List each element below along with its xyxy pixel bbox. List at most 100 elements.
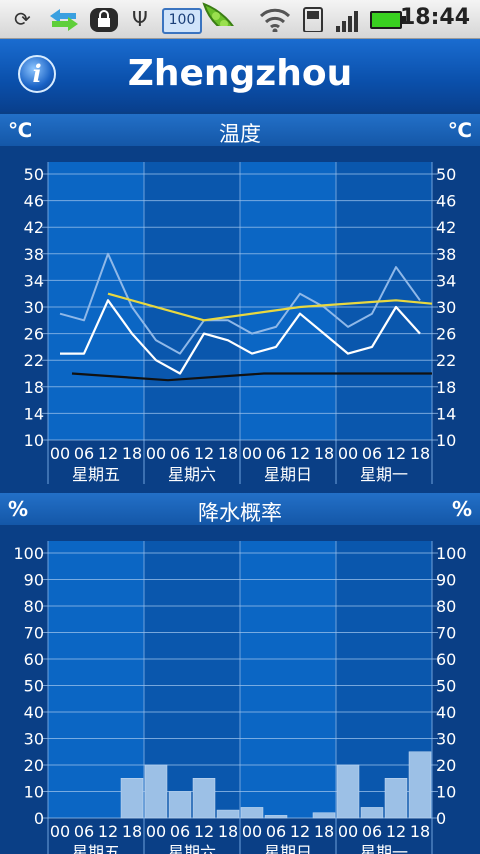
y-tick-label-right: 38 [436, 245, 456, 264]
lock-icon [90, 8, 118, 32]
y-tick-label-right: 0 [436, 809, 446, 828]
precip-title: 降水概率 [198, 501, 282, 525]
hour-tick-label: 06 [170, 822, 190, 841]
day-label: 星期一 [360, 843, 408, 854]
y-tick-label-right: 26 [436, 325, 456, 344]
usb-icon: Ψ [132, 7, 148, 31]
y-tick-label-right: 10 [436, 783, 456, 802]
y-tick-label-left: 90 [24, 571, 44, 590]
y-tick-label-right: 70 [436, 624, 456, 643]
phone-icon [303, 7, 323, 32]
info-icon[interactable]: i [18, 55, 56, 93]
hour-tick-label: 06 [266, 822, 286, 841]
precip-bar [384, 778, 408, 819]
temperature-unit-left: ℃ [8, 118, 33, 142]
hour-tick-label: 12 [194, 444, 214, 463]
day-label: 星期五 [72, 465, 120, 484]
y-tick-label-left: 22 [24, 351, 44, 370]
hour-tick-label: 12 [386, 822, 406, 841]
y-tick-label-right: 20 [436, 756, 456, 775]
day-column [240, 162, 336, 440]
temperature-unit-right: ℃ [447, 118, 472, 142]
hour-tick-label: 00 [146, 444, 166, 463]
temperature-chart: 10 10 14 14 18 18 22 22 26 26 30 30 34 34 38 38 42 42 46 46… [24, 162, 456, 484]
precip-bar [408, 751, 432, 819]
hour-tick-label: 00 [242, 822, 262, 841]
hour-tick-label: 18 [218, 822, 238, 841]
y-tick-label-left: 40 [24, 703, 44, 722]
precip-unit-right: % [451, 497, 472, 521]
day-label: 星期日 [264, 465, 312, 484]
temperature-line-yellow [107, 292, 433, 322]
hour-tick-label: 18 [218, 444, 238, 463]
wifi-icon [259, 8, 291, 32]
precip-unit-left: % [8, 497, 29, 521]
hour-tick-label: 00 [242, 444, 262, 463]
y-tick-label-right: 50 [436, 677, 456, 696]
battery-icon [370, 11, 406, 29]
y-tick-label-left: 26 [24, 325, 44, 344]
y-tick-label-right: 30 [436, 730, 456, 749]
temperature-line-light [59, 252, 421, 355]
precip-bar [360, 807, 384, 819]
hour-tick-label: 00 [50, 822, 70, 841]
temperature-line-white [60, 299, 421, 375]
status-bar: ⟳ Ψ 100 18:44 [0, 0, 480, 39]
y-tick-label-right: 42 [436, 218, 456, 237]
hour-tick-label: 12 [194, 822, 214, 841]
y-tick-label-left: 30 [24, 730, 44, 749]
y-tick-label-right: 90 [436, 571, 456, 590]
hour-tick-label: 12 [98, 822, 118, 841]
hour-tick-label: 12 [290, 822, 310, 841]
day-label: 星期一 [360, 465, 408, 484]
hour-tick-label: 00 [146, 822, 166, 841]
y-tick-label-right: 50 [436, 165, 456, 184]
y-tick-label-right: 60 [436, 650, 456, 669]
hour-tick-label: 18 [314, 822, 334, 841]
day-label: 星期日 [264, 843, 312, 854]
precip-bar [120, 778, 144, 819]
y-tick-label-left: 70 [24, 624, 44, 643]
precip-bar [240, 807, 264, 819]
hour-tick-label: 18 [410, 822, 430, 841]
y-tick-label-left: 20 [24, 756, 44, 775]
y-tick-label-left: 0 [34, 809, 44, 828]
y-tick-label-left: 42 [24, 218, 44, 237]
y-tick-label-left: 34 [24, 271, 44, 290]
sync-icon: ⟳ [14, 7, 31, 31]
temperature-title-bar: ℃ 温度 ℃ [0, 114, 480, 146]
y-tick-label-left: 10 [24, 431, 44, 450]
y-tick-label-left: 38 [24, 245, 44, 264]
hour-tick-label: 18 [122, 444, 142, 463]
hour-tick-label: 18 [122, 822, 142, 841]
y-tick-label-left: 10 [24, 783, 44, 802]
precip-bar [216, 809, 240, 819]
temperature-title: 温度 [219, 122, 261, 146]
y-tick-label-right: 40 [436, 703, 456, 722]
day-column [48, 541, 144, 818]
hour-tick-label: 12 [386, 444, 406, 463]
y-tick-label-left: 100 [13, 544, 44, 563]
transfer-icon [50, 9, 78, 31]
hour-tick-label: 00 [338, 444, 358, 463]
y-tick-label-right: 22 [436, 351, 456, 370]
day-column [240, 541, 336, 818]
signal-icon [336, 11, 358, 32]
pea-pod-icon [202, 2, 234, 26]
y-tick-label-left: 50 [24, 677, 44, 696]
day-label: 星期六 [168, 843, 216, 854]
y-tick-label-left: 30 [24, 298, 44, 317]
hour-tick-label: 00 [50, 444, 70, 463]
precip-bar [336, 764, 360, 819]
y-tick-label-right: 10 [436, 431, 456, 450]
hour-tick-label: 12 [98, 444, 118, 463]
y-tick-label-right: 14 [436, 404, 456, 423]
hour-tick-label: 06 [266, 444, 286, 463]
hour-tick-label: 06 [74, 444, 94, 463]
y-tick-label-right: 30 [436, 298, 456, 317]
y-tick-label-right: 34 [436, 271, 456, 290]
temperature-line-black [71, 372, 432, 382]
y-tick-label-left: 60 [24, 650, 44, 669]
y-tick-label-right: 100 [436, 544, 467, 563]
hour-tick-label: 00 [338, 822, 358, 841]
